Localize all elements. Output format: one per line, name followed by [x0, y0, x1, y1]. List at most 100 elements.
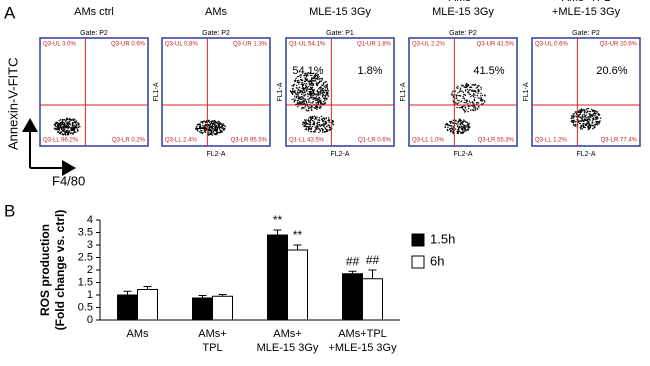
event-dot	[579, 113, 581, 116]
event-dot	[465, 129, 467, 131]
event-dot	[313, 98, 315, 100]
event-dot	[466, 123, 469, 125]
event-dot	[325, 90, 327, 92]
significance-label: ##	[346, 254, 360, 268]
event-dot	[299, 90, 301, 93]
event-dot	[455, 119, 457, 122]
event-dot	[324, 128, 327, 130]
event-dot	[308, 99, 310, 102]
bar	[362, 278, 383, 321]
event-dot	[53, 124, 56, 126]
event-dot	[591, 119, 594, 121]
event-dot	[295, 77, 297, 79]
event-dot	[212, 131, 215, 133]
event-dot	[314, 80, 316, 82]
error-bar	[293, 244, 302, 250]
event-dot	[323, 117, 325, 119]
event-dot	[213, 132, 215, 135]
event-dot	[211, 134, 213, 136]
gate-label: Gate: P2	[80, 30, 108, 37]
event-dot	[467, 88, 469, 91]
event-dot	[317, 82, 319, 85]
event-dot	[585, 108, 587, 111]
y-tick-label: 1	[87, 289, 93, 301]
event-dot	[296, 91, 299, 93]
event-dot	[317, 119, 319, 121]
event-dot	[462, 97, 464, 99]
event-dot	[573, 113, 575, 115]
event-dot	[66, 121, 69, 124]
event-dot	[308, 80, 311, 83]
event-dot	[476, 101, 479, 104]
event-dot	[220, 130, 223, 132]
event-dot	[461, 106, 463, 108]
event-dot	[457, 132, 460, 134]
event-dot	[316, 116, 318, 118]
event-dot	[320, 99, 322, 102]
event-dot	[195, 128, 198, 131]
event-dot	[581, 119, 583, 122]
event-dot	[466, 129, 468, 131]
event-dot	[573, 116, 575, 118]
event-dot	[296, 93, 298, 96]
event-dot	[218, 127, 221, 129]
y-axis-label: Annexin-V-FITC	[5, 58, 20, 150]
event-dot	[216, 128, 218, 130]
event-dot	[457, 127, 460, 130]
event-dot	[477, 97, 479, 99]
event-dot	[321, 90, 323, 92]
event-dot	[589, 120, 591, 122]
event-dot	[320, 127, 323, 130]
event-dot	[318, 117, 321, 119]
event-dot	[316, 75, 319, 78]
event-dot	[305, 128, 308, 131]
event-dot	[314, 129, 316, 131]
event-dot	[208, 119, 210, 122]
event-dot	[324, 98, 326, 101]
event-dot	[312, 94, 314, 97]
event-dot	[463, 101, 465, 104]
event-dot	[324, 126, 326, 129]
event-dot	[447, 129, 449, 132]
event-dot	[463, 119, 465, 121]
event-dot	[297, 76, 299, 78]
event-dot	[316, 108, 318, 111]
event-dot	[321, 120, 324, 122]
event-dot	[582, 109, 584, 112]
event-dot	[294, 95, 296, 97]
event-dot	[201, 121, 204, 124]
event-dot	[211, 120, 213, 123]
event-dot	[316, 123, 319, 125]
event-dot	[575, 120, 577, 123]
event-dot	[318, 88, 320, 90]
quadrant-label: Q1-UL 54.1%	[289, 42, 326, 48]
event-dot	[304, 77, 307, 79]
event-dot	[318, 91, 320, 93]
event-dot	[475, 87, 477, 89]
event-dot	[318, 78, 321, 80]
event-dot	[480, 88, 482, 90]
event-dot	[473, 94, 475, 96]
event-dot	[312, 92, 315, 94]
event-dot	[324, 100, 326, 102]
event-dot	[311, 97, 313, 99]
event-dot	[468, 85, 470, 87]
event-dot	[325, 94, 327, 96]
event-dot	[444, 126, 447, 129]
event-dot	[296, 87, 298, 89]
event-dot	[303, 125, 305, 128]
event-dot	[316, 82, 318, 84]
event-dot	[309, 92, 311, 94]
event-dot	[71, 132, 74, 135]
event-dot	[323, 84, 325, 86]
event-dot	[322, 82, 325, 84]
event-dot	[306, 90, 308, 92]
event-dot	[296, 80, 298, 82]
event-dot	[457, 85, 459, 88]
event-dot	[451, 125, 453, 127]
event-dot	[315, 95, 318, 97]
event-dot	[299, 98, 302, 100]
event-dot	[313, 115, 316, 117]
event-dot	[303, 124, 305, 127]
event-dot	[297, 83, 300, 85]
